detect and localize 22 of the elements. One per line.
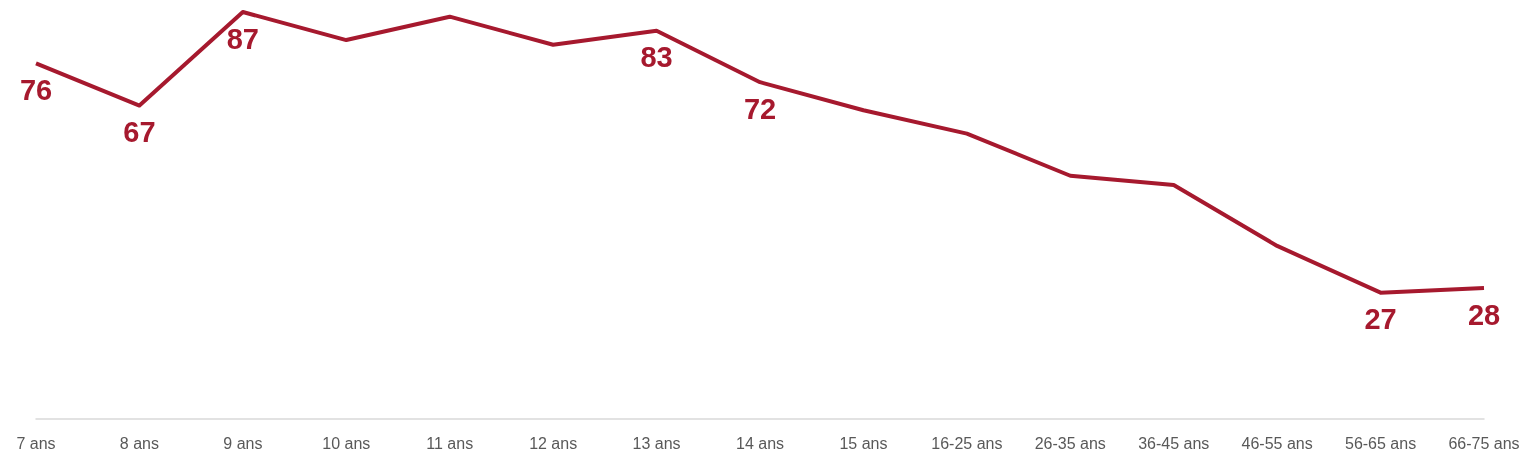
- data-label: 87: [226, 22, 259, 55]
- x-tick-label: 56-65 ans: [1344, 434, 1417, 452]
- x-tick-label: 12 ans: [529, 434, 578, 452]
- x-tick-label: 16-25 ans: [931, 434, 1003, 452]
- data-label: 76: [19, 73, 53, 106]
- x-tick-label: 36-45 ans: [1138, 434, 1210, 452]
- x-tick-label: 14 ans: [735, 434, 785, 452]
- data-label: 67: [123, 116, 156, 149]
- data-label: 27: [1364, 303, 1397, 336]
- x-tick-label: 13 ans: [632, 434, 681, 452]
- x-tick-label: 10 ans: [322, 434, 371, 452]
- x-tick-label: 66-75 ans: [1448, 434, 1520, 452]
- x-tick-label: 46-55 ans: [1241, 434, 1313, 452]
- x-tick-label: 7 ans: [16, 434, 56, 452]
- data-label: 28: [1467, 298, 1501, 331]
- x-tick-label: 26-35 ans: [1034, 434, 1106, 452]
- x-tick-label: 15 ans: [839, 434, 888, 452]
- x-tick-label: 11 ans: [426, 434, 474, 452]
- data-label: 72: [743, 92, 777, 125]
- x-tick-label: 9 ans: [223, 434, 263, 452]
- x-tick-label: 8 ans: [119, 434, 159, 452]
- data-label: 83: [640, 41, 673, 74]
